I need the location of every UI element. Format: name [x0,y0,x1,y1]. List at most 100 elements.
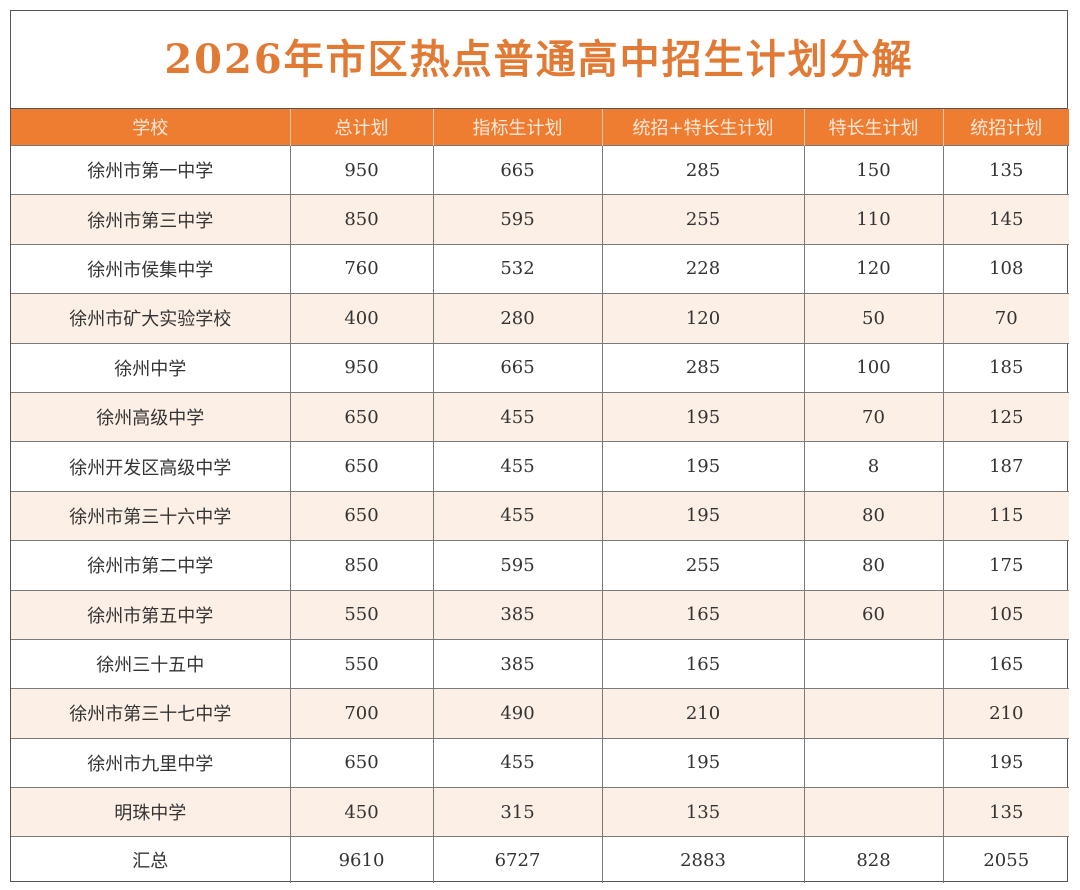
cell-school: 明珠中学 [11,787,291,837]
cell-quota-plan: 455 [433,490,603,541]
cell-unified-plus-talent-plan: 195 [602,490,805,541]
cell-talent-plan: 100 [804,342,944,393]
cell-quota-plan: 455 [433,737,603,788]
total-total-plan: 9610 [290,836,434,884]
header-row: 学校 总计划 指标生计划 统招+特长生计划 特长生计划 统招计划 [11,109,1069,146]
cell-total-plan: 760 [290,243,434,294]
cell-total-plan: 700 [290,688,434,739]
cell-talent-plan: 80 [804,540,944,591]
cell-school: 徐州市第一中学 [11,144,291,195]
cell-unified-plan: 187 [943,441,1069,492]
cell-unified-plus-talent-plan: 195 [602,737,805,788]
table-row: 徐州市第二中学 850 595 255 80 175 [11,540,1069,591]
cell-unified-plus-talent-plan: 195 [602,441,805,492]
cell-unified-plan: 105 [943,589,1069,640]
table-row: 徐州市第五中学 550 385 165 60 105 [11,589,1069,640]
cell-total-plan: 950 [290,342,434,393]
cell-total-plan: 650 [290,737,434,788]
total-unified-plus-talent-plan: 2883 [602,836,805,884]
cell-total-plan: 950 [290,144,434,195]
enrollment-plan-sheet: 2026年市区热点普通高中招生计划分解 学校 总计划 指标生计划 统招+特长生计… [10,10,1069,884]
total-quota-plan: 6727 [433,836,603,884]
cell-quota-plan: 595 [433,194,603,245]
cell-unified-plan: 175 [943,540,1069,591]
cell-quota-plan: 315 [433,787,603,837]
table-row: 徐州三十五中 550 385 165 165 [11,638,1069,689]
table-row: 徐州市第三十六中学 650 455 195 80 115 [11,490,1069,541]
cell-unified-plus-talent-plan: 285 [602,342,805,393]
table-row: 徐州中学 950 665 285 100 185 [11,342,1069,393]
header-total-plan: 总计划 [290,109,434,146]
cell-unified-plus-talent-plan: 165 [602,638,805,689]
cell-unified-plan: 125 [943,391,1069,442]
cell-total-plan: 550 [290,638,434,689]
cell-school: 徐州市第三中学 [11,194,291,245]
table-row: 徐州市第三十七中学 700 490 210 210 [11,688,1069,739]
cell-unified-plan: 195 [943,737,1069,788]
cell-total-plan: 400 [290,293,434,344]
cell-talent-plan [804,638,944,689]
cell-school: 徐州市第三十七中学 [11,688,291,739]
cell-talent-plan: 60 [804,589,944,640]
cell-quota-plan: 595 [433,540,603,591]
cell-quota-plan: 385 [433,589,603,640]
cell-total-plan: 550 [290,589,434,640]
table-row: 徐州市第三中学 850 595 255 110 145 [11,194,1069,245]
cell-school: 徐州市第三十六中学 [11,490,291,541]
cell-talent-plan [804,737,944,788]
table-row: 徐州高级中学 650 455 195 70 125 [11,391,1069,442]
cell-school: 徐州市九里中学 [11,737,291,788]
cell-unified-plan: 210 [943,688,1069,739]
cell-talent-plan: 110 [804,194,944,245]
total-unified-plan: 2055 [943,836,1069,884]
table-row: 徐州市九里中学 650 455 195 195 [11,737,1069,788]
cell-unified-plan: 108 [943,243,1069,294]
cell-talent-plan: 80 [804,490,944,541]
cell-total-plan: 650 [290,441,434,492]
sheet-title: 2026年市区热点普通高中招生计划分解 [11,11,1067,109]
cell-quota-plan: 490 [433,688,603,739]
header-school: 学校 [11,109,291,146]
cell-unified-plan: 165 [943,638,1069,689]
cell-unified-plan: 145 [943,194,1069,245]
total-school: 汇总 [11,836,291,884]
cell-unified-plus-talent-plan: 255 [602,194,805,245]
table-row: 明珠中学 450 315 135 135 [11,787,1069,837]
cell-quota-plan: 665 [433,342,603,393]
cell-school: 徐州市侯集中学 [11,243,291,294]
cell-total-plan: 850 [290,194,434,245]
cell-total-plan: 650 [290,490,434,541]
cell-talent-plan: 8 [804,441,944,492]
cell-unified-plus-talent-plan: 135 [602,787,805,837]
total-row: 汇总 9610 6727 2883 828 2055 [11,836,1069,884]
header-quota-plan: 指标生计划 [433,109,603,146]
cell-talent-plan: 70 [804,391,944,442]
cell-talent-plan: 150 [804,144,944,195]
cell-unified-plan: 135 [943,144,1069,195]
cell-unified-plus-talent-plan: 255 [602,540,805,591]
cell-quota-plan: 280 [433,293,603,344]
table-row: 徐州市第一中学 950 665 285 150 135 [11,144,1069,195]
header-unified-plus-talent-plan: 统招+特长生计划 [602,109,805,146]
total-talent-plan: 828 [804,836,944,884]
cell-talent-plan: 120 [804,243,944,294]
cell-unified-plus-talent-plan: 195 [602,391,805,442]
cell-quota-plan: 385 [433,638,603,689]
cell-unified-plus-talent-plan: 120 [602,293,805,344]
cell-talent-plan [804,787,944,837]
enrollment-table: 学校 总计划 指标生计划 统招+特长生计划 特长生计划 统招计划 徐州市第一中学… [11,109,1069,884]
cell-unified-plus-talent-plan: 285 [602,144,805,195]
cell-talent-plan [804,688,944,739]
cell-school: 徐州中学 [11,342,291,393]
cell-quota-plan: 455 [433,391,603,442]
cell-school: 徐州市矿大实验学校 [11,293,291,344]
cell-total-plan: 450 [290,787,434,837]
cell-unified-plan: 70 [943,293,1069,344]
cell-unified-plus-talent-plan: 228 [602,243,805,294]
table-row: 徐州市矿大实验学校 400 280 120 50 70 [11,293,1069,344]
header-talent-plan: 特长生计划 [804,109,944,146]
cell-total-plan: 650 [290,391,434,442]
cell-talent-plan: 50 [804,293,944,344]
cell-school: 徐州高级中学 [11,391,291,442]
header-unified-plan: 统招计划 [943,109,1069,146]
